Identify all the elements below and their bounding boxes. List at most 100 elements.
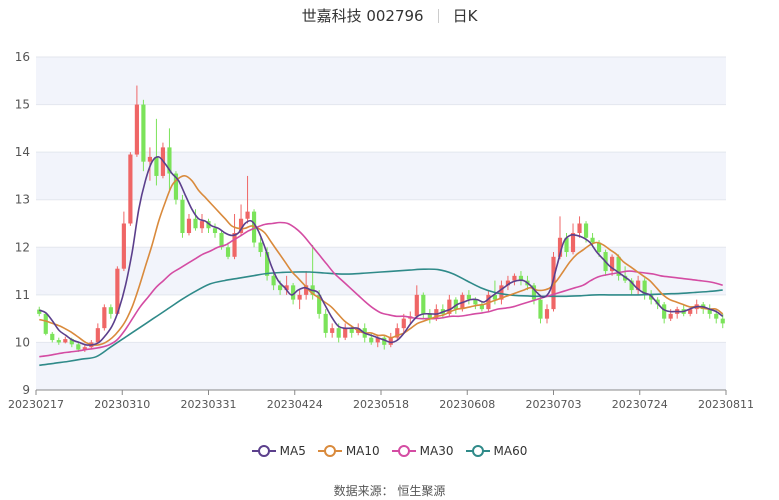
candle-body[interactable] (56, 340, 61, 343)
candle-body[interactable] (642, 280, 647, 295)
candle-body[interactable] (473, 299, 478, 305)
candle-body[interactable] (544, 309, 550, 319)
candle-body[interactable] (304, 285, 309, 295)
candle-body[interactable] (63, 339, 68, 343)
candle-body[interactable] (121, 223, 126, 269)
candle-body[interactable] (317, 294, 322, 314)
candle-body[interactable] (323, 313, 328, 333)
candle-body[interactable] (297, 294, 302, 300)
candle-body[interactable] (414, 294, 419, 317)
candle-body[interactable] (349, 328, 354, 333)
candle-body[interactable] (225, 247, 231, 257)
candle-body[interactable] (206, 221, 211, 229)
candle-body[interactable] (636, 280, 641, 291)
legend-marker-icon (251, 445, 276, 457)
candle-body[interactable] (538, 299, 543, 319)
candle-body[interactable] (284, 285, 289, 291)
candle-body[interactable] (232, 233, 237, 257)
candle-body[interactable] (115, 268, 120, 314)
candle-body[interactable] (531, 285, 537, 300)
candle-body[interactable] (649, 294, 654, 300)
candle-body[interactable] (69, 339, 74, 345)
candle-body[interactable] (421, 294, 426, 314)
candle-body[interactable] (76, 344, 81, 350)
candle-body[interactable] (199, 221, 205, 229)
legend-item-ma5[interactable]: MA5 (251, 444, 306, 458)
legend-item-ma60[interactable]: MA60 (465, 444, 527, 458)
candle-body[interactable] (108, 307, 113, 314)
legend-item-ma30[interactable]: MA30 (391, 444, 454, 458)
candle-body[interactable] (512, 275, 517, 281)
candle-body[interactable] (102, 307, 107, 329)
candle-body[interactable] (570, 233, 576, 253)
candle-body[interactable] (668, 313, 673, 319)
candle-body[interactable] (291, 285, 296, 300)
candle-body[interactable] (610, 256, 615, 272)
candle-body[interactable] (447, 299, 452, 314)
candle-body[interactable] (564, 237, 569, 253)
candle-body[interactable] (479, 304, 484, 310)
candle-body[interactable] (258, 242, 263, 253)
candle-body[interactable] (212, 228, 218, 234)
candle-body[interactable] (590, 237, 595, 243)
x-tick-label: 20230811 (698, 398, 754, 411)
candle-body[interactable] (330, 328, 335, 333)
candle-body[interactable] (662, 304, 667, 319)
candle-body[interactable] (395, 328, 400, 338)
candle-body[interactable] (154, 156, 159, 176)
candle-body[interactable] (551, 256, 556, 310)
candle-body[interactable] (629, 280, 634, 291)
candle-body[interactable] (401, 318, 406, 329)
candle-body[interactable] (499, 285, 504, 300)
candle-body[interactable] (427, 313, 432, 319)
candle-body[interactable] (173, 173, 179, 200)
candle-body[interactable] (720, 318, 725, 324)
candle-body[interactable] (278, 285, 283, 291)
candle-body[interactable] (245, 211, 250, 219)
ma10-line (39, 175, 724, 346)
candle-body[interactable] (655, 299, 660, 305)
candle-body[interactable] (388, 337, 393, 345)
period-label[interactable]: 日K (452, 7, 478, 25)
candle-body[interactable] (271, 275, 276, 286)
candle-body[interactable] (557, 237, 563, 257)
candle-body[interactable] (37, 309, 42, 314)
candle-body[interactable] (167, 147, 172, 174)
candle-body[interactable] (128, 154, 133, 224)
legend-label: MA5 (279, 444, 306, 458)
kline-chart[interactable]: 9 10 11 12 13 14 15 16 20230217 20230310 20230331… (0, 0, 779, 440)
header-divider (437, 9, 439, 23)
candle-body[interactable] (50, 333, 55, 341)
candle-body[interactable] (193, 218, 198, 229)
candle-body[interactable] (134, 104, 139, 155)
candle-body[interactable] (466, 294, 471, 300)
candle-body[interactable] (180, 199, 185, 234)
candle-body[interactable] (186, 218, 192, 234)
candle-body[interactable] (141, 104, 146, 162)
candle-body[interactable] (596, 242, 602, 253)
candle-body[interactable] (369, 337, 374, 343)
candle-body[interactable] (238, 218, 244, 234)
candle-body[interactable] (82, 347, 87, 350)
legend-item-ma10[interactable]: MA10 (317, 444, 380, 458)
candle-body[interactable] (707, 309, 712, 314)
candle-body[interactable] (343, 328, 348, 338)
background-band (36, 247, 726, 295)
candle-body[interactable] (583, 223, 589, 238)
candle-body[interactable] (518, 275, 524, 281)
candle-body[interactable] (95, 328, 100, 343)
candle-body[interactable] (616, 256, 621, 276)
candle-body[interactable] (43, 313, 48, 334)
candle-body[interactable] (714, 313, 719, 319)
candle-body[interactable] (336, 328, 341, 338)
candle-body[interactable] (505, 280, 511, 286)
candle-body[interactable] (623, 275, 628, 281)
candle-body[interactable] (382, 337, 387, 345)
candle-body[interactable] (688, 309, 693, 314)
candle-body[interactable] (265, 252, 270, 276)
candle-body[interactable] (219, 233, 224, 248)
candle-body[interactable] (375, 337, 380, 343)
candle-body[interactable] (492, 294, 497, 300)
candle-body[interactable] (577, 223, 582, 234)
candle-body[interactable] (147, 156, 152, 162)
